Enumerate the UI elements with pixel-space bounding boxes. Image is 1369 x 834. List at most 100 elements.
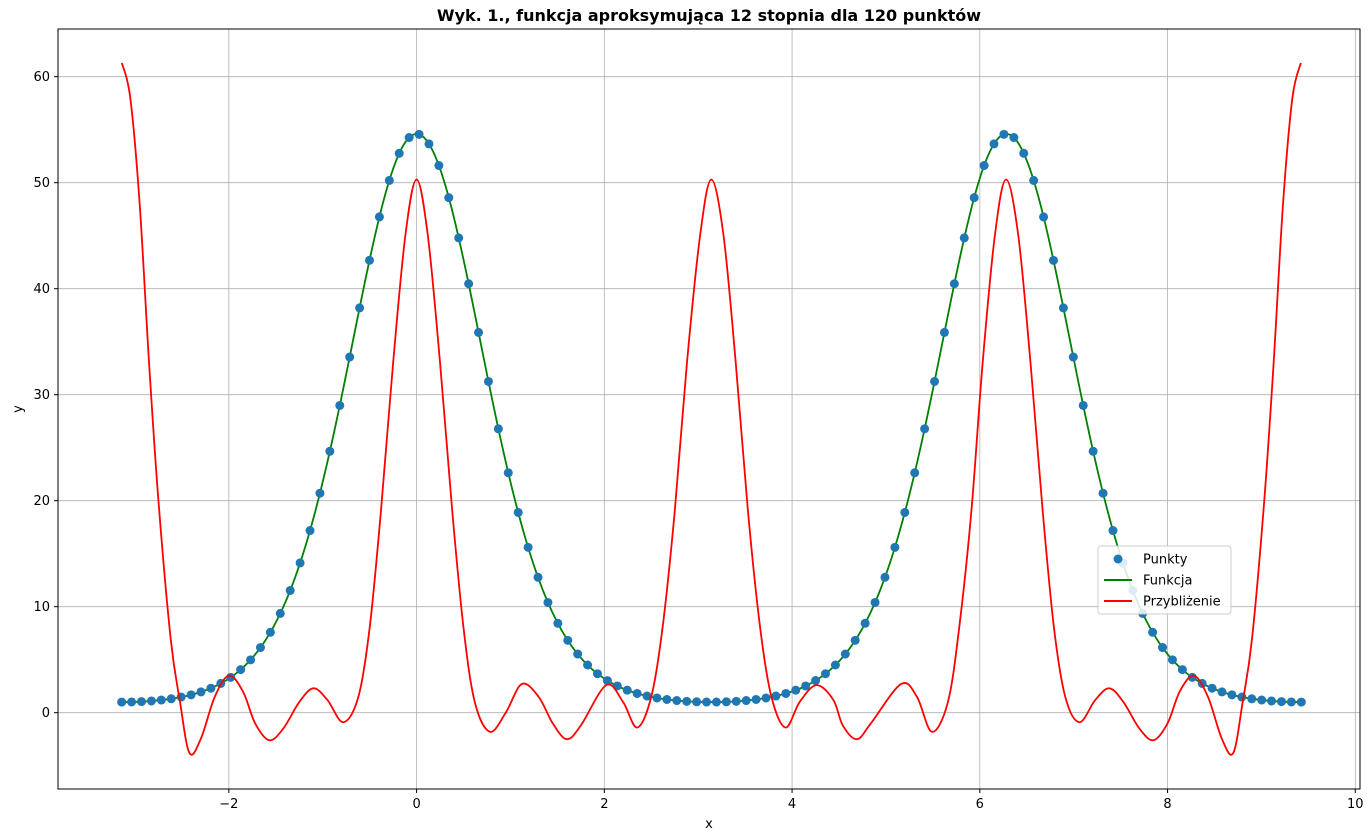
- data-point: [999, 129, 1009, 139]
- data-point: [255, 643, 265, 653]
- data-point: [1227, 690, 1237, 700]
- x-tick-label: −2: [219, 797, 238, 812]
- data-point: [949, 279, 959, 289]
- data-point: [1267, 696, 1277, 706]
- data-point: [1177, 665, 1187, 675]
- data-point: [910, 468, 920, 478]
- data-point: [553, 618, 563, 628]
- data-point: [1098, 488, 1108, 498]
- data-point: [870, 597, 880, 607]
- series-layer: [117, 62, 1306, 756]
- data-point: [1048, 255, 1058, 265]
- data-point: [830, 660, 840, 670]
- data-point: [464, 279, 474, 289]
- data-point: [811, 676, 821, 686]
- data-point: [513, 507, 523, 517]
- data-point: [761, 693, 771, 703]
- data-point: [969, 193, 979, 203]
- data-point: [394, 148, 404, 158]
- data-point: [1029, 175, 1039, 185]
- data-point: [939, 327, 949, 337]
- data-point: [672, 696, 682, 706]
- chart-title: Wyk. 1., funkcja aproksymująca 12 stopni…: [437, 6, 981, 25]
- data-point: [325, 446, 335, 456]
- data-point: [424, 139, 434, 149]
- data-point: [632, 688, 642, 698]
- data-point: [365, 255, 374, 265]
- data-point: [146, 696, 156, 706]
- data-point: [979, 161, 989, 171]
- data-point: [166, 694, 176, 704]
- series-przyblizenie-line: [120, 62, 1302, 756]
- data-point: [781, 688, 791, 698]
- data-point: [989, 139, 999, 149]
- y-tick-label: 0: [42, 706, 50, 721]
- data-point: [503, 468, 513, 478]
- data-point: [533, 572, 543, 582]
- data-point: [355, 303, 365, 313]
- data-point: [731, 696, 741, 706]
- data-point: [196, 687, 206, 697]
- x-tick-label: 8: [1163, 797, 1171, 812]
- data-point: [1167, 655, 1177, 665]
- grid: [58, 29, 1360, 789]
- data-point: [583, 660, 593, 670]
- data-point: [721, 697, 731, 707]
- data-point: [137, 697, 147, 707]
- data-point: [454, 233, 464, 243]
- data-point: [1276, 697, 1286, 707]
- data-point: [1088, 446, 1098, 456]
- data-point: [275, 608, 285, 618]
- data-point: [622, 685, 632, 695]
- series-funkcja-line: [121, 133, 1302, 703]
- data-point: [374, 212, 384, 222]
- data-point: [602, 676, 612, 686]
- data-point: [711, 697, 721, 707]
- legend-label: Przybliżenie: [1143, 595, 1221, 610]
- data-point: [384, 175, 394, 185]
- y-tick-label: 20: [33, 494, 50, 509]
- data-point: [1296, 697, 1306, 707]
- data-point: [236, 665, 246, 675]
- data-point: [1257, 695, 1267, 705]
- data-point: [1039, 212, 1049, 222]
- x-axis: −2 0 2 4 6 8 10: [219, 789, 1364, 812]
- data-point: [474, 327, 484, 337]
- data-point: [920, 424, 930, 434]
- data-point: [295, 558, 305, 568]
- y-tick-label: 10: [33, 600, 50, 615]
- data-point: [890, 542, 900, 552]
- x-tick-label: 10: [1347, 797, 1364, 812]
- data-point: [959, 233, 969, 243]
- data-point: [1009, 133, 1019, 143]
- x-tick-label: 4: [788, 797, 796, 812]
- data-point: [265, 627, 275, 637]
- data-point: [543, 597, 553, 607]
- legend-marker-punkty: [1113, 554, 1123, 564]
- data-point: [900, 507, 910, 517]
- data-point: [1158, 643, 1168, 653]
- data-point: [127, 697, 137, 707]
- y-tick-label: 40: [33, 282, 50, 297]
- data-point: [444, 193, 454, 203]
- data-point: [682, 696, 692, 706]
- data-point: [593, 669, 602, 679]
- series-punkty: [117, 129, 1306, 707]
- y-axis-label: y: [11, 405, 26, 413]
- data-point: [642, 691, 652, 701]
- data-point: [930, 376, 940, 386]
- data-point: [335, 400, 345, 410]
- data-point: [692, 697, 702, 707]
- data-point: [1286, 697, 1296, 707]
- data-point: [483, 376, 493, 386]
- data-point: [493, 424, 503, 434]
- data-point: [662, 694, 672, 704]
- legend-frame: [1097, 545, 1232, 615]
- data-point: [206, 683, 216, 693]
- y-tick-label: 60: [33, 70, 50, 85]
- data-point: [840, 649, 850, 659]
- legend-label: Funkcja: [1143, 574, 1193, 589]
- y-tick-label: 30: [33, 388, 50, 403]
- data-point: [1019, 148, 1029, 158]
